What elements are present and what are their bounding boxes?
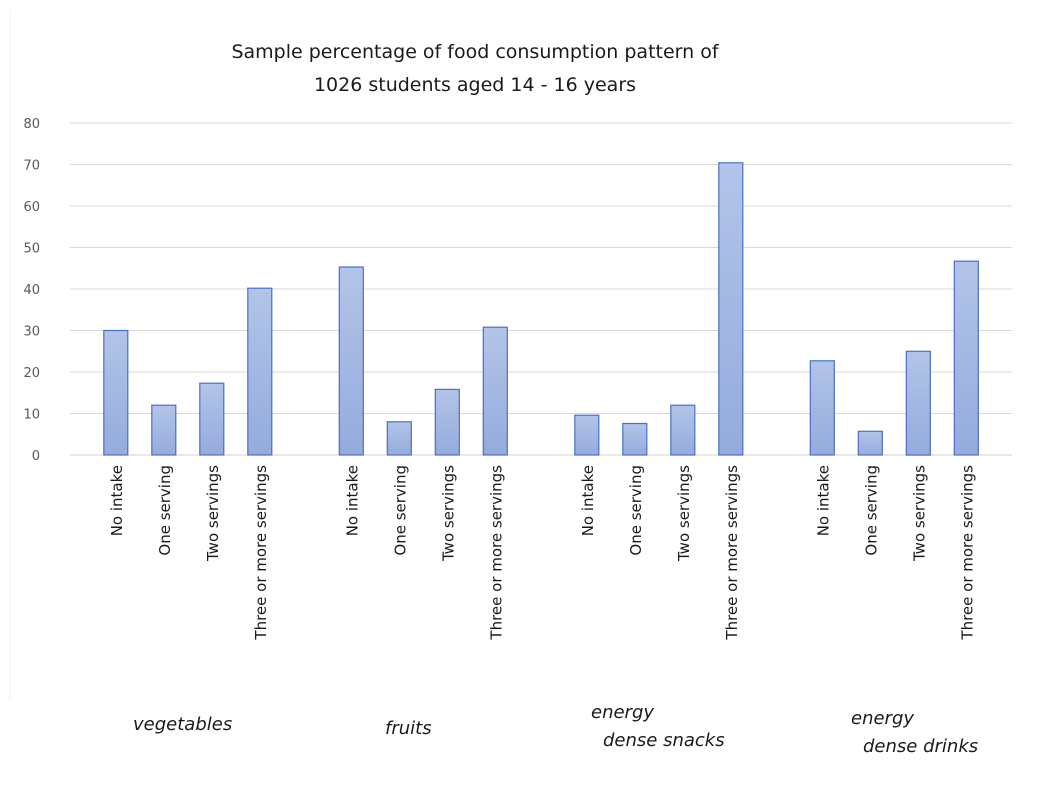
y-tick-label: 80: [23, 117, 40, 132]
x-tick-label: Three or more servings: [252, 465, 270, 641]
chart-title-line-1: Sample percentage of food consumption pa…: [231, 41, 719, 63]
y-tick-label: 10: [23, 408, 40, 423]
x-tick-label: Three or more servings: [487, 465, 505, 641]
x-tick-label: One serving: [862, 465, 880, 556]
group-label: fruits: [385, 718, 432, 739]
bar: [482, 326, 508, 456]
bar: [103, 329, 129, 456]
x-tick-label: Two servings: [910, 465, 928, 562]
x-tick-label: Three or more servings: [958, 465, 976, 641]
y-tick-label: 60: [23, 200, 40, 215]
bar: [574, 414, 600, 456]
bar: [670, 404, 696, 456]
y-tick-label: 40: [23, 283, 40, 298]
group-label: dense snacks: [603, 730, 725, 751]
y-tick-label: 30: [23, 325, 40, 340]
x-tick-label: Three or more servings: [723, 465, 741, 641]
x-tick-label: No intake: [108, 465, 126, 536]
bar: [857, 430, 883, 456]
x-axis-category-labels: No intake One serving Two servings Three or…: [108, 465, 976, 641]
bar: [151, 404, 177, 456]
bar: [386, 421, 412, 456]
bars: [103, 162, 979, 456]
y-tick-label: 0: [32, 449, 40, 464]
x-tick-label: Two servings: [439, 465, 457, 562]
group-label: vegetables: [133, 714, 233, 735]
chart-title: Sample percentage of food consumption pa…: [231, 41, 719, 96]
y-tick-label: 20: [23, 366, 40, 381]
bar: [809, 360, 835, 456]
x-tick-label: One serving: [627, 465, 645, 556]
x-tick-label: One serving: [156, 465, 174, 556]
group-label: energy: [591, 702, 655, 723]
x-tick-label: Two servings: [204, 465, 222, 562]
group-label: energy: [851, 708, 915, 729]
x-tick-label: No intake: [814, 465, 832, 536]
bar: [199, 382, 225, 456]
bar: [434, 388, 460, 456]
gridlines: [70, 122, 1012, 414]
bar: [338, 266, 364, 456]
x-tick-label: Two servings: [675, 465, 693, 562]
x-tick-label: One serving: [391, 465, 409, 556]
x-tick-label: No intake: [579, 465, 597, 536]
bar: [953, 260, 979, 456]
chart-title-line-2: 1026 students aged 14 - 16 years: [314, 74, 636, 96]
group-label: dense drinks: [863, 736, 979, 757]
y-tick-label: 70: [23, 159, 40, 174]
y-tick-label: 50: [23, 242, 40, 257]
y-axis-ticks: 0 10 20 30 40 50 60 70 80: [23, 117, 40, 464]
bar: [247, 287, 273, 456]
bar: [622, 422, 648, 456]
x-tick-label: No intake: [343, 465, 361, 536]
bar: [905, 350, 931, 456]
bar: [718, 162, 744, 456]
